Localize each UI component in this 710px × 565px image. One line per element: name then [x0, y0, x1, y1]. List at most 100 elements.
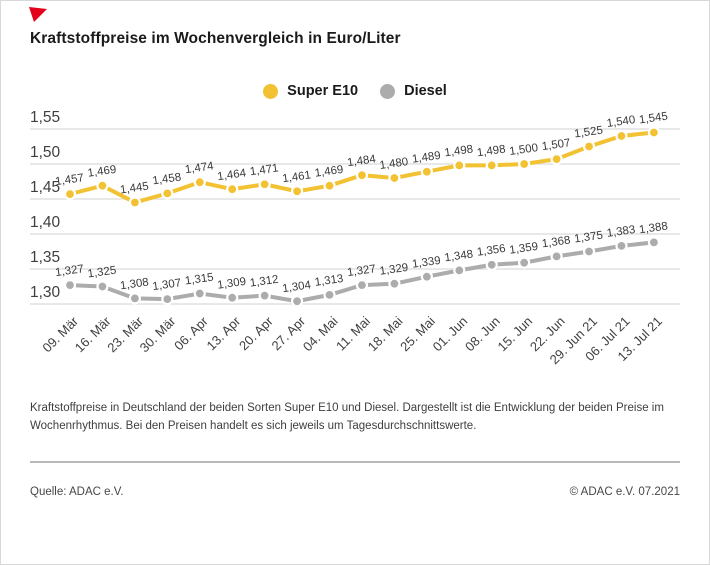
data-point-diesel — [226, 291, 239, 304]
data-point-super-e10 — [258, 178, 271, 191]
point-label-super-e10: 1,545 — [638, 111, 668, 127]
data-point-super-e10 — [453, 159, 466, 172]
point-label-super-e10: 1,458 — [152, 171, 182, 187]
x-tick-label: 08. Jun — [462, 314, 503, 355]
point-label-diesel: 1,307 — [152, 277, 182, 293]
chart-legend: Super E10 Diesel — [0, 83, 710, 99]
data-point-diesel — [518, 256, 531, 269]
point-label-super-e10: 1,469 — [87, 164, 117, 180]
legend-label-diesel: Diesel — [404, 83, 447, 99]
legend-item-super-e10: Super E10 — [263, 83, 358, 99]
point-label-super-e10: 1,474 — [184, 160, 215, 176]
data-point-diesel — [290, 295, 304, 308]
point-label-super-e10: 1,525 — [574, 125, 604, 141]
y-tick-label: 1,50 — [30, 144, 61, 161]
point-label-diesel: 1,309 — [217, 276, 247, 292]
legend-dot-diesel — [380, 83, 396, 99]
x-tick-label: 30. Mär — [137, 313, 179, 355]
x-tick-label: 11. Mai — [333, 313, 373, 353]
point-label-super-e10: 1,464 — [217, 167, 248, 183]
point-label-diesel: 1,339 — [411, 255, 441, 271]
x-tick-label: 13. Apr — [204, 313, 244, 353]
point-label-diesel: 1,359 — [509, 241, 539, 257]
data-point-super-e10 — [388, 171, 401, 185]
y-tick-label: 1,45 — [30, 179, 60, 196]
data-point-super-e10 — [615, 129, 628, 143]
data-point-diesel — [420, 270, 433, 283]
data-point-super-e10 — [647, 126, 661, 139]
data-point-diesel — [453, 264, 466, 277]
x-tick-label: 01. Jun — [430, 314, 471, 355]
point-label-diesel: 1,327 — [346, 263, 376, 279]
x-tick-label: 25. Mai — [397, 313, 438, 354]
point-label-super-e10: 1,445 — [119, 181, 149, 197]
point-label-super-e10: 1,461 — [282, 169, 312, 185]
data-point-super-e10 — [128, 196, 141, 209]
point-label-diesel: 1,308 — [119, 276, 149, 292]
data-point-diesel — [550, 250, 563, 263]
data-point-super-e10 — [420, 165, 433, 178]
point-label-diesel: 1,304 — [282, 279, 313, 295]
data-point-diesel — [63, 279, 77, 292]
data-point-super-e10 — [193, 176, 206, 189]
point-label-diesel: 1,383 — [606, 224, 636, 240]
x-tick-label: 04. Mai — [300, 313, 341, 354]
legend-item-diesel: Diesel — [380, 83, 447, 99]
copyright-text: © ADAC e.V. 07.2021 — [569, 486, 680, 498]
point-label-diesel: 1,375 — [574, 230, 604, 246]
point-label-super-e10: 1,489 — [411, 150, 441, 166]
data-point-super-e10 — [355, 169, 369, 182]
data-point-super-e10 — [63, 188, 77, 201]
data-point-diesel — [615, 239, 628, 252]
point-label-super-e10: 1,484 — [346, 153, 377, 169]
point-label-diesel: 1,313 — [314, 273, 344, 289]
data-point-super-e10 — [290, 185, 304, 198]
data-point-super-e10 — [550, 153, 563, 166]
data-point-diesel — [128, 292, 141, 305]
point-label-super-e10: 1,471 — [249, 162, 279, 178]
data-point-super-e10 — [485, 159, 498, 172]
legend-dot-super-e10 — [263, 83, 279, 99]
red-triangle-icon — [29, 7, 47, 22]
point-label-super-e10: 1,540 — [606, 114, 636, 130]
point-label-super-e10: 1,498 — [444, 143, 474, 159]
data-point-diesel — [582, 245, 596, 258]
data-point-super-e10 — [226, 183, 239, 196]
x-tick-label: 15. Jun — [495, 314, 536, 355]
data-point-diesel — [161, 293, 174, 306]
point-label-super-e10: 1,469 — [314, 164, 344, 180]
x-tick-label: 20. Apr — [236, 313, 276, 353]
point-label-diesel: 1,368 — [541, 234, 571, 250]
point-label-diesel: 1,327 — [54, 263, 84, 279]
data-point-super-e10 — [582, 140, 596, 153]
x-tick-label: 06. Apr — [171, 313, 211, 353]
point-label-super-e10: 1,507 — [541, 137, 571, 153]
data-point-super-e10 — [323, 179, 336, 192]
point-label-diesel: 1,388 — [638, 220, 668, 236]
y-tick-label: 1,40 — [30, 214, 61, 231]
data-point-diesel — [355, 279, 369, 292]
chart-description: Kraftstoffpreise in Deutschland der beid… — [30, 402, 664, 432]
data-point-diesel — [96, 280, 109, 293]
x-tick-label: 18. Mai — [365, 313, 406, 354]
point-label-super-e10: 1,498 — [476, 143, 506, 159]
point-label-super-e10: 1,500 — [509, 142, 539, 158]
data-point-super-e10 — [96, 179, 109, 192]
y-tick-label: 1,35 — [30, 249, 60, 266]
point-label-diesel: 1,356 — [476, 243, 506, 259]
page-title: Kraftstoffpreise im Wochenvergleich in E… — [30, 30, 401, 47]
data-point-diesel — [388, 277, 401, 290]
red-triangle-logo — [28, 6, 48, 23]
point-label-diesel: 1,329 — [379, 262, 409, 278]
point-label-diesel: 1,312 — [249, 274, 279, 290]
footer-divider — [30, 461, 680, 463]
point-label-super-e10: 1,480 — [379, 156, 409, 172]
data-point-diesel — [193, 287, 206, 300]
data-point-diesel — [258, 289, 271, 302]
source-text: Quelle: ADAC e.V. — [30, 486, 124, 498]
data-point-super-e10 — [161, 187, 174, 200]
footer: Quelle: ADAC e.V. © ADAC e.V. 07.2021 — [30, 486, 680, 498]
y-tick-label: 1,30 — [30, 284, 61, 301]
point-label-super-e10: 1,457 — [54, 172, 84, 188]
point-label-diesel: 1,315 — [184, 272, 214, 288]
